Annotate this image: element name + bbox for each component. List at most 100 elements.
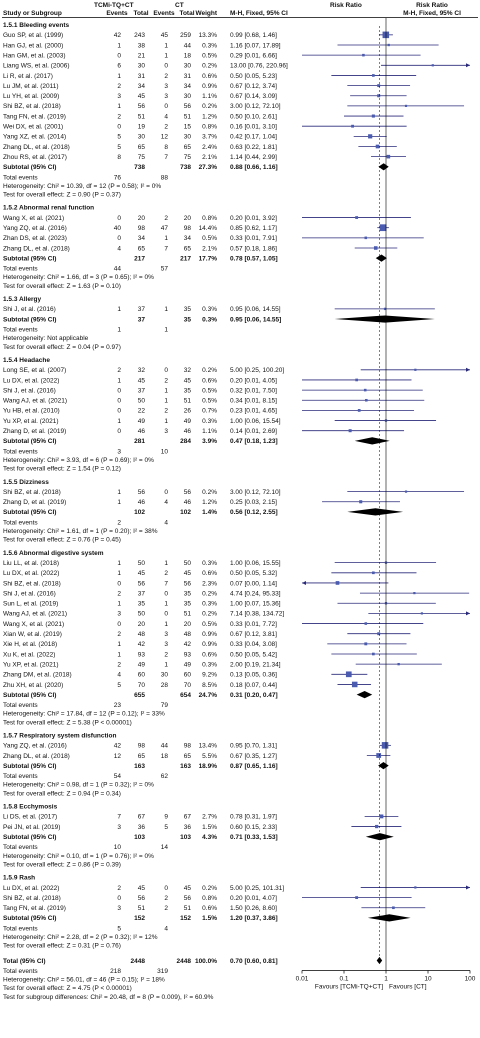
study-square: [377, 84, 381, 88]
study-ci: 0.07 [0.00, 1.14]: [230, 580, 277, 587]
study-name: Xu K, et al. (2022): [3, 651, 55, 658]
study-ci: 4.74 [0.24, 95.33]: [230, 590, 281, 597]
study-exp-total: 56: [138, 103, 146, 110]
study-exp-events: 0: [117, 621, 121, 628]
study-ci: 0.13 [0.05, 0.36]: [230, 672, 277, 679]
subtotal-diamond: [334, 315, 435, 323]
study-name: Yu XP, et al. (2021): [3, 661, 59, 668]
study-ctl-total: 46: [184, 428, 192, 435]
study-name: Shi BZ, et al. (2018): [3, 489, 61, 496]
study-ctl-events: 2: [164, 73, 168, 80]
study-ci: 0.32 [0.01, 7.50]: [230, 387, 277, 394]
subtotal-ci: 0.95 [0.06, 14.55]: [230, 316, 281, 323]
total-heterogeneity-text: Heterogeneity: Chi² = 56.01, df = 46 (P …: [3, 977, 165, 984]
study-weight: 0.6%: [202, 377, 217, 384]
header-exp-total: Total: [133, 10, 148, 17]
study-exp-total: 51: [138, 113, 146, 120]
study-weight: 0.5%: [202, 52, 217, 59]
study-exp-events: 42: [114, 32, 122, 39]
subgroup-title: 1.5.6 Abnormal digestive system: [3, 550, 104, 557]
study-ci: 0.20 [0.01, 3.92]: [230, 215, 277, 222]
subtotal-ctl-total: 35: [184, 316, 192, 323]
study-exp-events: 1: [117, 601, 121, 608]
subtotal-diamond: [347, 508, 404, 516]
study-exp-total: 45: [138, 377, 146, 384]
grand-total-events-label: Total events: [3, 968, 38, 975]
study-exp-total: 38: [138, 42, 146, 49]
study-exp-events: 1: [117, 73, 121, 80]
study-ctl-total: 30: [184, 93, 192, 100]
study-name: Lu YH, et al. (2009): [3, 93, 59, 100]
total-events-ctl: 4: [164, 519, 168, 526]
study-ctl-total: 32: [184, 367, 192, 374]
study-ctl-total: 48: [184, 631, 192, 638]
study-name: Guo SP, et al. (1999): [3, 32, 63, 39]
study-exp-total: 46: [138, 499, 146, 506]
study-weight: 0.5%: [202, 387, 217, 394]
study-square: [431, 64, 434, 67]
study-ctl-total: 49: [184, 661, 192, 668]
study-name: Pei JN, et al. (2019): [3, 824, 60, 831]
study-ci: 0.50 [0.10, 2.61]: [230, 113, 277, 120]
total-events-ctl: 1: [164, 327, 168, 334]
study-name: Zhang DL, et al. (2018): [3, 753, 70, 760]
subtotal-label: Subtotal (95% CI): [3, 915, 56, 922]
subtotal-ctl-total: 738: [180, 164, 191, 171]
study-exp-events: 6: [117, 63, 121, 70]
study-ctl-events: 4: [164, 113, 168, 120]
study-weight: 0.3%: [202, 418, 217, 425]
study-weight: 1.1%: [202, 93, 217, 100]
study-exp-events: 0: [117, 387, 121, 394]
total-events-exp: 5: [117, 925, 121, 932]
study-name: Lu JM, et al. (2011): [3, 83, 59, 90]
study-square: [373, 246, 378, 250]
study-weight: 0.3%: [202, 601, 217, 608]
study-ci: 0.33 [0.01, 7.72]: [230, 621, 277, 628]
study-weight: 0.5%: [202, 398, 217, 405]
study-weight: 0.3%: [202, 560, 217, 567]
subgroup-differences-text: Test for subgroup differences: Chi² = 20…: [3, 994, 214, 1001]
study-exp-events: 0: [117, 408, 121, 415]
overall-effect-text: Test for overall effect: Z = 0.94 (P = 0…: [3, 790, 121, 797]
study-ctl-total: 20: [184, 621, 192, 628]
study-ci: 0.57 [0.18, 1.86]: [230, 245, 277, 252]
study-ctl-events: 1: [164, 398, 168, 405]
study-name: Shi BZ, et al. (2018): [3, 580, 61, 587]
study-ctl-events: 3: [164, 641, 168, 648]
study-ctl-events: 3: [164, 93, 168, 100]
total-events-label: Total events: [3, 266, 38, 273]
study-ci: 0.33 [0.01, 7.91]: [230, 235, 277, 242]
study-ci: 0.18 [0.07, 0.44]: [230, 682, 277, 689]
study-ctl-events: 30: [161, 672, 169, 679]
study-ctl-total: 45: [184, 377, 192, 384]
study-name: Xian W, et al. (2019): [3, 631, 62, 638]
study-exp-events: 2: [117, 113, 121, 120]
study-exp-events: 2: [117, 590, 121, 597]
study-ctl-events: 44: [161, 743, 169, 750]
study-name: Zhu XH, et al. (2020): [3, 682, 63, 689]
study-square: [413, 591, 416, 595]
study-ctl-events: 1: [164, 306, 168, 313]
study-ctl-total: 31: [184, 73, 192, 80]
study-exp-events: 1: [117, 641, 121, 648]
study-weight: 9.2%: [202, 672, 217, 679]
favours-right-label: Favours [CT]: [389, 984, 427, 991]
study-weight: 1.2%: [202, 113, 217, 120]
subtotal-ci: 0.31 [0.20, 0.47]: [230, 692, 278, 699]
study-square: [351, 124, 354, 128]
subgroup-title: 1.5.4 Headache: [3, 357, 50, 364]
total-ci: 0.70 [0.60, 0.81]: [230, 958, 278, 965]
study-ctl-total: 45: [184, 885, 192, 892]
study-square: [363, 388, 367, 392]
study-name: Sun L, et al. (2019): [3, 601, 58, 608]
study-weight: 0.9%: [202, 631, 217, 638]
study-exp-events: 1: [117, 103, 121, 110]
study-ctl-events: 2: [164, 408, 168, 415]
study-square: [371, 114, 375, 118]
study-ctl-total: 42: [184, 641, 192, 648]
study-ctl-total: 18: [184, 52, 192, 59]
heterogeneity-text: Heterogeneity: Chi² = 1.66, df = 3 (P = …: [3, 274, 154, 281]
study-ctl-events: 47: [161, 225, 169, 232]
study-exp-events: 1: [117, 377, 121, 384]
study-ctl-events: 7: [164, 580, 168, 587]
